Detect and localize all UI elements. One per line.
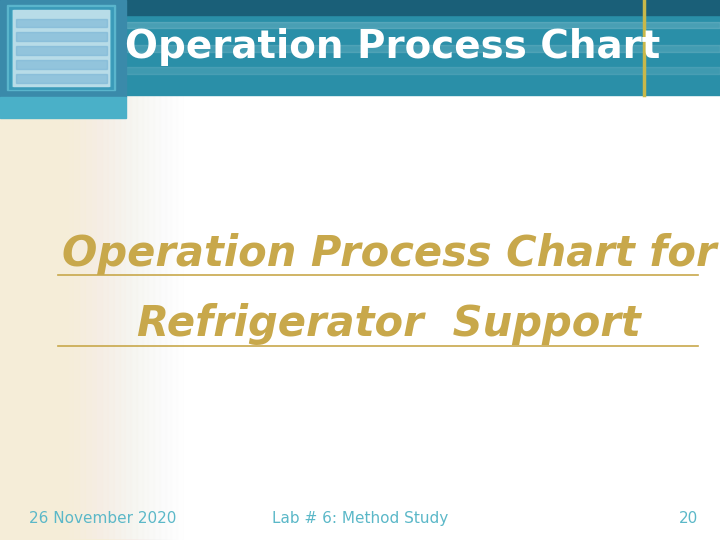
Bar — [0, 0, 183, 540]
Bar — [0, 0, 50, 540]
Bar — [0, 0, 137, 540]
Bar — [0, 0, 120, 540]
Bar — [0, 0, 720, 94]
Bar — [0, 0, 131, 540]
Bar — [0, 0, 16, 540]
Text: Operation Process Chart: Operation Process Chart — [125, 28, 660, 66]
Bar — [0, 0, 143, 540]
Bar — [0, 0, 85, 540]
Bar — [16, 60, 107, 69]
Bar — [0, 0, 126, 97]
Bar — [0, 0, 125, 540]
Bar — [0, 0, 79, 540]
Bar — [0, 0, 91, 540]
Bar — [0, 0, 720, 15]
Bar — [0, 0, 62, 540]
Bar — [0, 0, 68, 540]
Bar — [0, 0, 16, 540]
Text: Operation Process Chart for: Operation Process Chart for — [61, 233, 716, 275]
Bar — [126, 22, 720, 28]
Bar — [0, 0, 102, 540]
Bar — [16, 75, 107, 83]
Bar — [0, 0, 160, 540]
Bar — [0, 0, 27, 540]
Bar — [0, 0, 114, 540]
Bar — [0, 0, 45, 540]
Bar — [16, 32, 107, 41]
Bar — [126, 45, 720, 52]
Text: 26 November 2020: 26 November 2020 — [29, 511, 176, 526]
Bar — [0, 0, 166, 540]
Text: Lab # 6: Method Study: Lab # 6: Method Study — [272, 511, 448, 526]
Bar — [0, 0, 177, 540]
Bar — [10, 8, 112, 88]
Bar — [0, 0, 108, 540]
Bar — [16, 18, 107, 27]
Bar — [7, 5, 115, 90]
Bar — [0, 0, 22, 540]
Bar — [0, 0, 73, 540]
Bar — [13, 10, 109, 86]
Bar — [16, 46, 107, 55]
Bar — [0, 0, 96, 540]
Bar — [0, 0, 56, 540]
Text: Refrigerator  Support: Refrigerator Support — [137, 303, 641, 345]
Bar — [0, 0, 154, 540]
Bar — [0, 0, 171, 540]
Bar — [0, 0, 148, 540]
Bar — [0, 0, 33, 540]
Bar — [126, 67, 720, 73]
Bar — [0, 0, 39, 540]
Bar — [0, 97, 126, 118]
Text: 20: 20 — [679, 511, 698, 526]
